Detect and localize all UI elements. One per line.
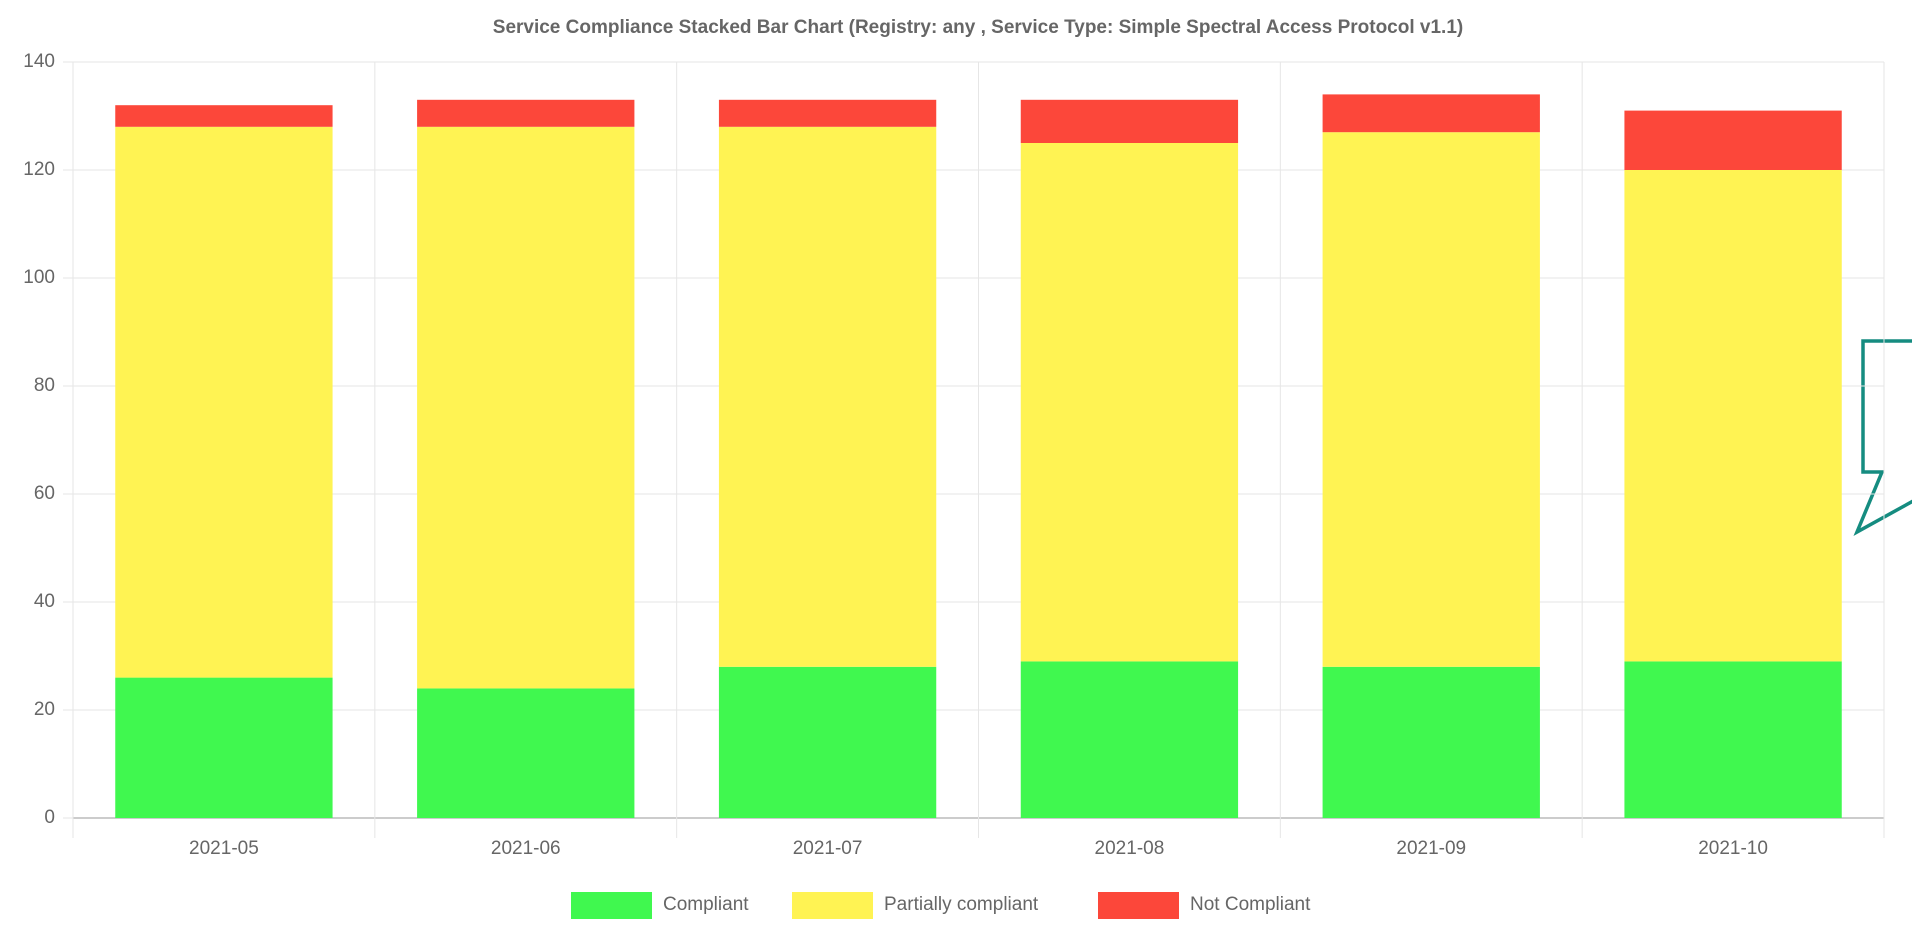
bar-segment (1322, 132, 1540, 667)
legend-label: Partially compliant (884, 894, 1039, 915)
bar-segment (1624, 661, 1842, 818)
bar-segment (1322, 666, 1540, 818)
bar-segment (1020, 661, 1239, 818)
x-tick-label: 2021-05 (189, 838, 259, 859)
y-tick-label: 120 (23, 159, 55, 180)
bar-segment (718, 126, 937, 667)
bar-segment (1624, 170, 1842, 662)
legend-swatch (792, 892, 873, 919)
y-tick-label: 0 (44, 807, 55, 828)
callout (1853, 339, 1912, 536)
x-tick-label: 2021-07 (793, 838, 863, 859)
legend-label: Compliant (663, 894, 749, 915)
bar-segment (718, 99, 937, 127)
bar-segment (417, 99, 635, 127)
y-tick-label: 20 (34, 699, 55, 720)
bar-segment (115, 126, 333, 678)
y-tick-label: 60 (34, 483, 55, 504)
y-tick-label: 140 (23, 51, 55, 72)
y-tick-label: 40 (34, 591, 55, 612)
chart-title: Service Compliance Stacked Bar Chart (Re… (493, 17, 1463, 38)
x-tick-label: 2021-10 (1698, 838, 1768, 859)
x-tick-label: 2021-09 (1396, 838, 1466, 859)
x-tick-label: 2021-08 (1095, 838, 1165, 859)
bar-segment (1624, 110, 1842, 170)
y-tick-label: 80 (34, 375, 55, 396)
bar-segment (1020, 143, 1239, 662)
bar-segment (417, 688, 635, 818)
x-tick-label: 2021-06 (491, 838, 561, 859)
y-tick-label: 100 (23, 267, 55, 288)
bar-segment (115, 677, 333, 818)
legend-swatch (1098, 892, 1179, 919)
bar-segment (1020, 99, 1239, 143)
bar-segment (718, 666, 937, 818)
bar-segment (115, 105, 333, 127)
bar-segment (417, 126, 635, 689)
legend-label: Not Compliant (1190, 894, 1311, 915)
legend-swatch (571, 892, 652, 919)
bar-segment (1322, 94, 1540, 133)
